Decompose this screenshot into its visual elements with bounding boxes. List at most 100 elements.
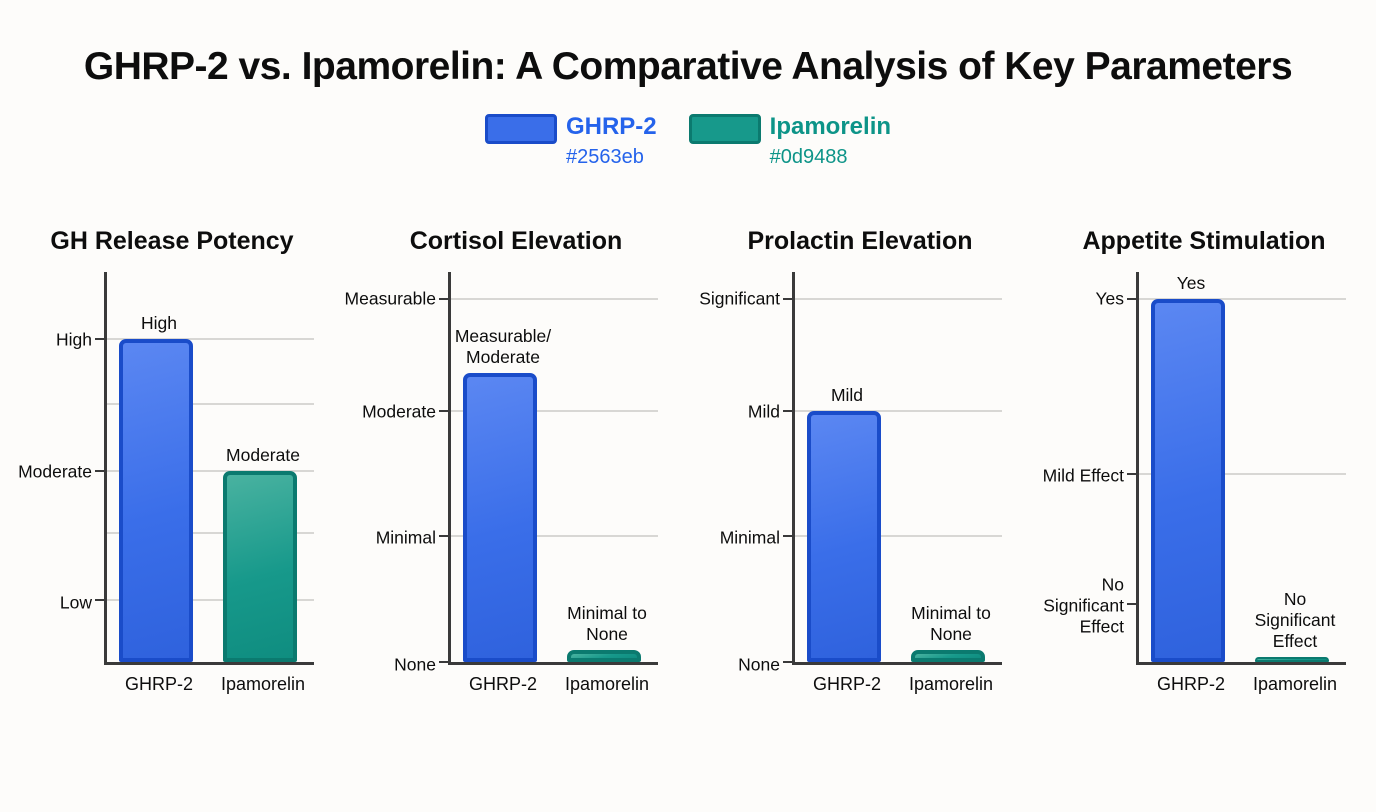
tick-mark <box>783 535 792 538</box>
bar-value-label: Yes <box>1176 272 1206 293</box>
x-axis-labels: GHRP-2 Ipamorelin <box>0 673 344 703</box>
page-title: GHRP-2 vs. Ipamorelin: A Comparative Ana… <box>83 45 1293 88</box>
x-axis-label: GHRP-2 <box>812 674 881 694</box>
gridline-minor <box>107 402 314 405</box>
chart-title: GH Release Potency <box>50 227 294 255</box>
y-tick-label: Measurable <box>344 288 436 309</box>
y-axis: Significant Mild Minimal None <box>688 272 792 675</box>
plot-row: Significant Mild Minimal None Mild Minimal to… <box>688 272 1032 675</box>
x-axis-label: GHRP-2 <box>468 674 537 694</box>
chart-panel-gh-release-potency: GH Release Potency High Moderate Low High Mod… <box>0 224 344 703</box>
gridline <box>1139 297 1346 300</box>
legend-series-hex: #0d9488 <box>769 146 848 168</box>
y-tick-label: Moderate <box>362 401 436 422</box>
tick-mark <box>439 535 448 538</box>
legend-texts: GHRP-2 #2563eb <box>566 112 657 169</box>
tick-mark <box>783 409 792 412</box>
y-tick-label: High <box>56 329 92 350</box>
legend-series-label: GHRP-2 <box>565 113 657 140</box>
x-axis-labels: GHRP-2 Ipamorelin <box>1032 673 1376 703</box>
x-axis-label: Ipamorelin <box>1252 674 1338 694</box>
y-tick-label: None <box>394 654 436 675</box>
legend: GHRP-2 #2563eb Ipamorelin #0d9488 <box>0 112 1376 178</box>
tick-mark <box>95 469 104 472</box>
tick-mark <box>783 661 792 663</box>
bar-value-label: High <box>141 313 177 334</box>
x-axis-label: Ipamorelin <box>220 674 306 694</box>
tick-mark <box>439 409 448 412</box>
charts-row: GH Release Potency High Moderate Low High Mod… <box>0 224 1376 703</box>
bar-value-label: Measurable/ Moderate <box>454 326 552 368</box>
comparison-chart-page: GHRP-2 vs. Ipamorelin: A Comparative Ana… <box>0 44 1376 812</box>
y-tick-label: Minimal <box>375 527 436 548</box>
tick-mark <box>95 599 104 602</box>
bar-value-label: Minimal to None <box>567 602 647 644</box>
gridline <box>795 535 1002 538</box>
tick-mark <box>783 297 792 300</box>
y-tick-label: Moderate <box>18 461 92 482</box>
gridline-minor <box>107 531 314 534</box>
legend-series-hex: #2563eb <box>565 146 644 168</box>
y-tick-label: Mild <box>747 401 780 422</box>
gridline <box>451 535 658 538</box>
chart-panel-prolactin-elevation: Prolactin Elevation Significant Mild Minima… <box>688 224 1032 703</box>
gridline <box>107 599 314 602</box>
plot-area: Measurable/ Moderate Minimal to None <box>439 272 658 665</box>
x-axis-label: Ipamorelin <box>908 674 994 694</box>
y-axis: High Moderate Low <box>0 272 104 665</box>
bar-value-label: Moderate <box>226 444 300 465</box>
gridline <box>795 409 1002 412</box>
bar-ghrp-2 <box>1151 298 1225 662</box>
gridline <box>451 409 658 412</box>
plot-area: High Moderate <box>95 272 314 665</box>
legend-texts: Ipamorelin #0d9488 <box>770 112 891 169</box>
gridline <box>107 469 314 472</box>
gridline <box>451 297 658 300</box>
y-tick-label: Yes <box>1095 288 1124 309</box>
bar-ghrp-2 <box>463 373 537 662</box>
tick-mark <box>439 297 448 300</box>
bar-ipamorelin <box>567 649 641 662</box>
chart-title: Prolactin Elevation <box>747 227 973 255</box>
tick-mark <box>95 338 104 341</box>
legend-item-ghrp-2: GHRP-2 #2563eb <box>484 112 657 169</box>
gridline <box>107 338 314 341</box>
y-tick-label: Significant <box>699 288 780 309</box>
tick-mark <box>439 661 448 663</box>
y-tick-label: Mild Effect <box>1042 465 1124 486</box>
x-axis-label: Ipamorelin <box>564 674 650 694</box>
plot-row: Measurable Moderate Minimal None Measurable/… <box>344 272 688 675</box>
y-tick-label: None <box>738 654 780 675</box>
tick-mark <box>1127 297 1136 300</box>
x-axis-labels: GHRP-2 Ipamorelin <box>344 673 688 703</box>
legend-swatch-ipam <box>688 114 761 144</box>
bar-value-label: Minimal to None <box>911 602 991 644</box>
x-axis-labels: GHRP-2 Ipamorelin <box>688 673 1032 703</box>
bar-value-label: No Significant Effect <box>1254 588 1336 651</box>
y-tick-label: Minimal <box>719 527 780 548</box>
x-axis-label: GHRP-2 <box>1156 674 1225 694</box>
bar-ipamorelin <box>223 470 297 662</box>
bar-ipamorelin <box>1255 656 1329 662</box>
plot-row: High Moderate Low High Moderate <box>0 272 344 665</box>
bar-ghrp-2 <box>119 339 193 662</box>
plot-row: Yes Mild Effect No Significant Effect Yes No… <box>1032 272 1376 665</box>
y-tick-label: Low <box>59 592 92 613</box>
tick-mark <box>1127 473 1136 476</box>
bar-ghrp-2 <box>807 410 881 662</box>
bar-value-label: Mild <box>830 384 864 405</box>
tick-mark <box>1127 602 1136 605</box>
legend-swatch-ghrp2 <box>484 114 557 144</box>
plot-area: Mild Minimal to None <box>783 272 1002 665</box>
chart-title: Cortisol Elevation <box>409 227 623 255</box>
y-axis: Yes Mild Effect No Significant Effect <box>1032 272 1136 665</box>
x-axis-label: GHRP-2 <box>124 674 193 694</box>
y-axis: Measurable Moderate Minimal None <box>344 272 448 675</box>
chart-panel-appetite-stimulation: Appetite Stimulation Yes Mild Effect No Sig… <box>1032 224 1376 703</box>
plot-area: Yes No Significant Effect <box>1127 272 1346 665</box>
chart-title: Appetite Stimulation <box>1082 227 1326 255</box>
bar-ipamorelin <box>911 649 985 662</box>
legend-item-ipamorelin: Ipamorelin #0d9488 <box>688 112 891 169</box>
legend-series-label: Ipamorelin <box>769 113 892 140</box>
gridline <box>1139 473 1346 476</box>
